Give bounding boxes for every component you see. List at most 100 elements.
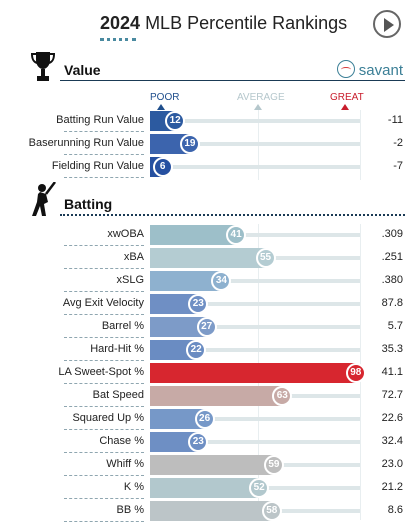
percentile-badge: 26 xyxy=(194,409,215,429)
percentile-badge: 58 xyxy=(261,501,282,521)
savant-brand[interactable]: savant xyxy=(336,60,403,79)
percentile-badge: 34 xyxy=(211,271,232,291)
metric-guide-line xyxy=(64,452,144,453)
metric-value: .309 xyxy=(381,228,403,240)
play-icon xyxy=(384,18,394,32)
value-section-header: Value savant xyxy=(0,52,417,86)
metric-name: Avg Exit Velocity xyxy=(62,297,144,309)
metric-value: 87.8 xyxy=(381,297,403,309)
percentile-bar xyxy=(150,317,207,337)
metric-row[interactable]: xSLG 34 .380 xyxy=(0,270,417,292)
percentile-track xyxy=(150,440,360,444)
metric-guide-line xyxy=(64,475,144,476)
percentile-track xyxy=(150,233,360,237)
metric-row[interactable]: xwOBA 41 .309 xyxy=(0,224,417,246)
metric-name: Barrel % xyxy=(101,320,144,332)
percentile-badge: 52 xyxy=(249,478,270,498)
play-button[interactable] xyxy=(373,10,401,38)
percentile-bar xyxy=(150,225,237,245)
metric-row[interactable]: LA Sweet-Spot % 98 41.1 xyxy=(0,362,417,384)
metric-guide-line xyxy=(64,268,144,269)
trophy-icon xyxy=(30,52,56,81)
percentile-badge: 23 xyxy=(188,432,209,452)
metric-row[interactable]: Whiff % 59 23.0 xyxy=(0,454,417,476)
percentile-badge: 23 xyxy=(188,294,209,314)
percentile-badge: 59 xyxy=(263,455,284,475)
metric-row[interactable]: xBA 55 .251 xyxy=(0,247,417,269)
page-title: 2024 MLB Percentile Rankings xyxy=(100,13,347,34)
title-year: 2024 xyxy=(100,13,141,33)
metric-guide-line xyxy=(64,245,144,246)
batting-section-title: Batting xyxy=(64,196,113,212)
metric-row[interactable]: Hard-Hit % 22 35.3 xyxy=(0,339,417,361)
metric-value: 23.0 xyxy=(381,458,403,470)
percentile-track xyxy=(150,142,360,146)
value-section-divider xyxy=(60,80,405,81)
percentile-bar xyxy=(150,409,205,429)
metric-value: -2 xyxy=(393,137,403,149)
metric-row[interactable]: K % 52 21.2 xyxy=(0,477,417,499)
metric-row[interactable]: Squared Up % 26 22.6 xyxy=(0,408,417,430)
percentile-badge: 98 xyxy=(345,363,366,383)
metric-guide-line xyxy=(64,406,144,407)
batting-section-header: Batting xyxy=(0,182,417,220)
batter-icon xyxy=(32,182,56,216)
percentile-bar xyxy=(150,501,272,521)
metric-name: BB % xyxy=(116,504,144,516)
scale-great-label: GREAT xyxy=(330,92,364,103)
percentile-bar xyxy=(150,386,283,406)
percentile-badge: 63 xyxy=(272,386,293,406)
metric-value: 32.4 xyxy=(381,435,403,447)
metric-row[interactable]: Chase % 23 32.4 xyxy=(0,431,417,453)
metric-name: Whiff % xyxy=(106,458,144,470)
metric-value: 5.7 xyxy=(387,320,403,332)
percentile-bar xyxy=(150,248,266,268)
percentile-bar xyxy=(150,271,222,291)
metric-value: -7 xyxy=(393,160,403,172)
metric-value: 8.6 xyxy=(387,504,403,516)
metric-name: Hard-Hit % xyxy=(90,343,144,355)
scale-average-label: AVERAGE xyxy=(237,92,285,103)
scale-poor-marker xyxy=(157,104,165,110)
percentile-bar xyxy=(150,432,199,452)
metric-row[interactable]: Fielding Run Value 6 -7 xyxy=(0,156,417,178)
baseball-icon xyxy=(336,60,355,78)
metric-guide-line xyxy=(64,154,144,155)
metric-value: .380 xyxy=(381,274,403,286)
metric-name: xSLG xyxy=(116,274,144,286)
title-underline xyxy=(100,38,136,41)
percentile-track xyxy=(150,325,360,329)
metric-row[interactable]: Batting Run Value 12 -11 xyxy=(0,110,417,132)
page-header: 2024 MLB Percentile Rankings xyxy=(0,0,417,52)
scale-great-marker xyxy=(341,104,349,110)
percentile-badge: 41 xyxy=(226,225,247,245)
savant-label: savant xyxy=(358,62,403,79)
metric-name: Squared Up % xyxy=(72,412,144,424)
scale-poor-label: POOR xyxy=(150,92,180,103)
percentile-bar xyxy=(150,478,260,498)
metric-value: -11 xyxy=(387,114,403,126)
metric-value: 41.1 xyxy=(381,366,403,378)
percentile-badge: 19 xyxy=(179,134,200,154)
percentile-track xyxy=(150,302,360,306)
percentile-badge: 6 xyxy=(152,157,173,177)
metric-value: 72.7 xyxy=(381,389,403,401)
metric-row[interactable]: Barrel % 27 5.7 xyxy=(0,316,417,338)
percentile-badge: 22 xyxy=(186,340,207,360)
metric-row[interactable]: BB % 58 8.6 xyxy=(0,500,417,522)
metric-name: Chase % xyxy=(99,435,144,447)
metric-name: Bat Speed xyxy=(92,389,144,401)
metric-guide-line xyxy=(64,360,144,361)
metric-value: 21.2 xyxy=(381,481,403,493)
percentile-bar xyxy=(150,363,356,383)
batting-section-divider xyxy=(60,214,405,216)
great-guide-line xyxy=(360,110,361,180)
metric-row[interactable]: Baserunning Run Value 19 -2 xyxy=(0,133,417,155)
percentile-track xyxy=(150,165,360,169)
metric-row[interactable]: Bat Speed 63 72.7 xyxy=(0,385,417,407)
metric-row[interactable]: Avg Exit Velocity 23 87.8 xyxy=(0,293,417,315)
metric-name: Batting Run Value xyxy=(56,114,144,126)
metric-name: K % xyxy=(123,481,144,493)
metric-value: 22.6 xyxy=(381,412,403,424)
percentile-track xyxy=(150,119,360,123)
